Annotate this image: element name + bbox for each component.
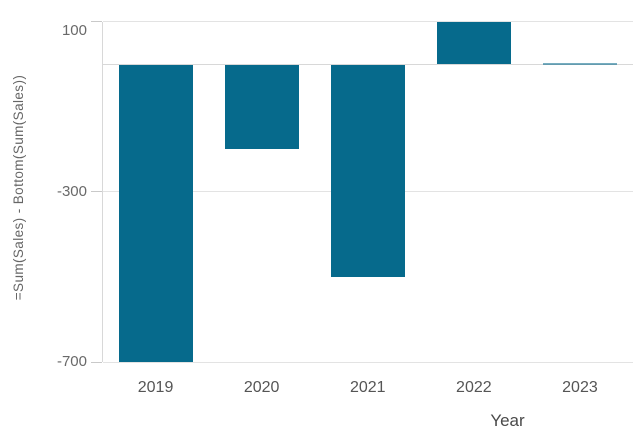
x-label-2021: 2021 xyxy=(349,379,386,396)
bar-2023[interactable] xyxy=(542,63,617,66)
x-label-2023: 2023 xyxy=(562,379,598,396)
y-tick--300 xyxy=(91,191,102,193)
x-axis-title-text: Year xyxy=(490,411,525,430)
x-axis-title: Year xyxy=(470,411,545,431)
y-tick-100 xyxy=(91,21,102,22)
y-tick-label--300: -300 xyxy=(56,182,87,200)
zero-gridline xyxy=(102,63,633,65)
bar-2022[interactable] xyxy=(436,21,511,65)
y-tick--700 xyxy=(91,361,102,363)
y-tick-label--700: -700 xyxy=(56,353,87,370)
x-label-2020: 2020 xyxy=(243,379,280,396)
x-label-2019: 2019 xyxy=(137,379,174,396)
y-axis-line xyxy=(102,21,103,362)
gridline--700 xyxy=(102,361,633,363)
bar-2020[interactable] xyxy=(224,65,299,150)
y-tick-label-100: 100 xyxy=(61,21,87,39)
bar-2019[interactable] xyxy=(118,65,193,362)
bar-2021[interactable] xyxy=(330,65,405,277)
gridline-100 xyxy=(102,21,633,22)
x-label-2022: 2022 xyxy=(456,379,492,396)
